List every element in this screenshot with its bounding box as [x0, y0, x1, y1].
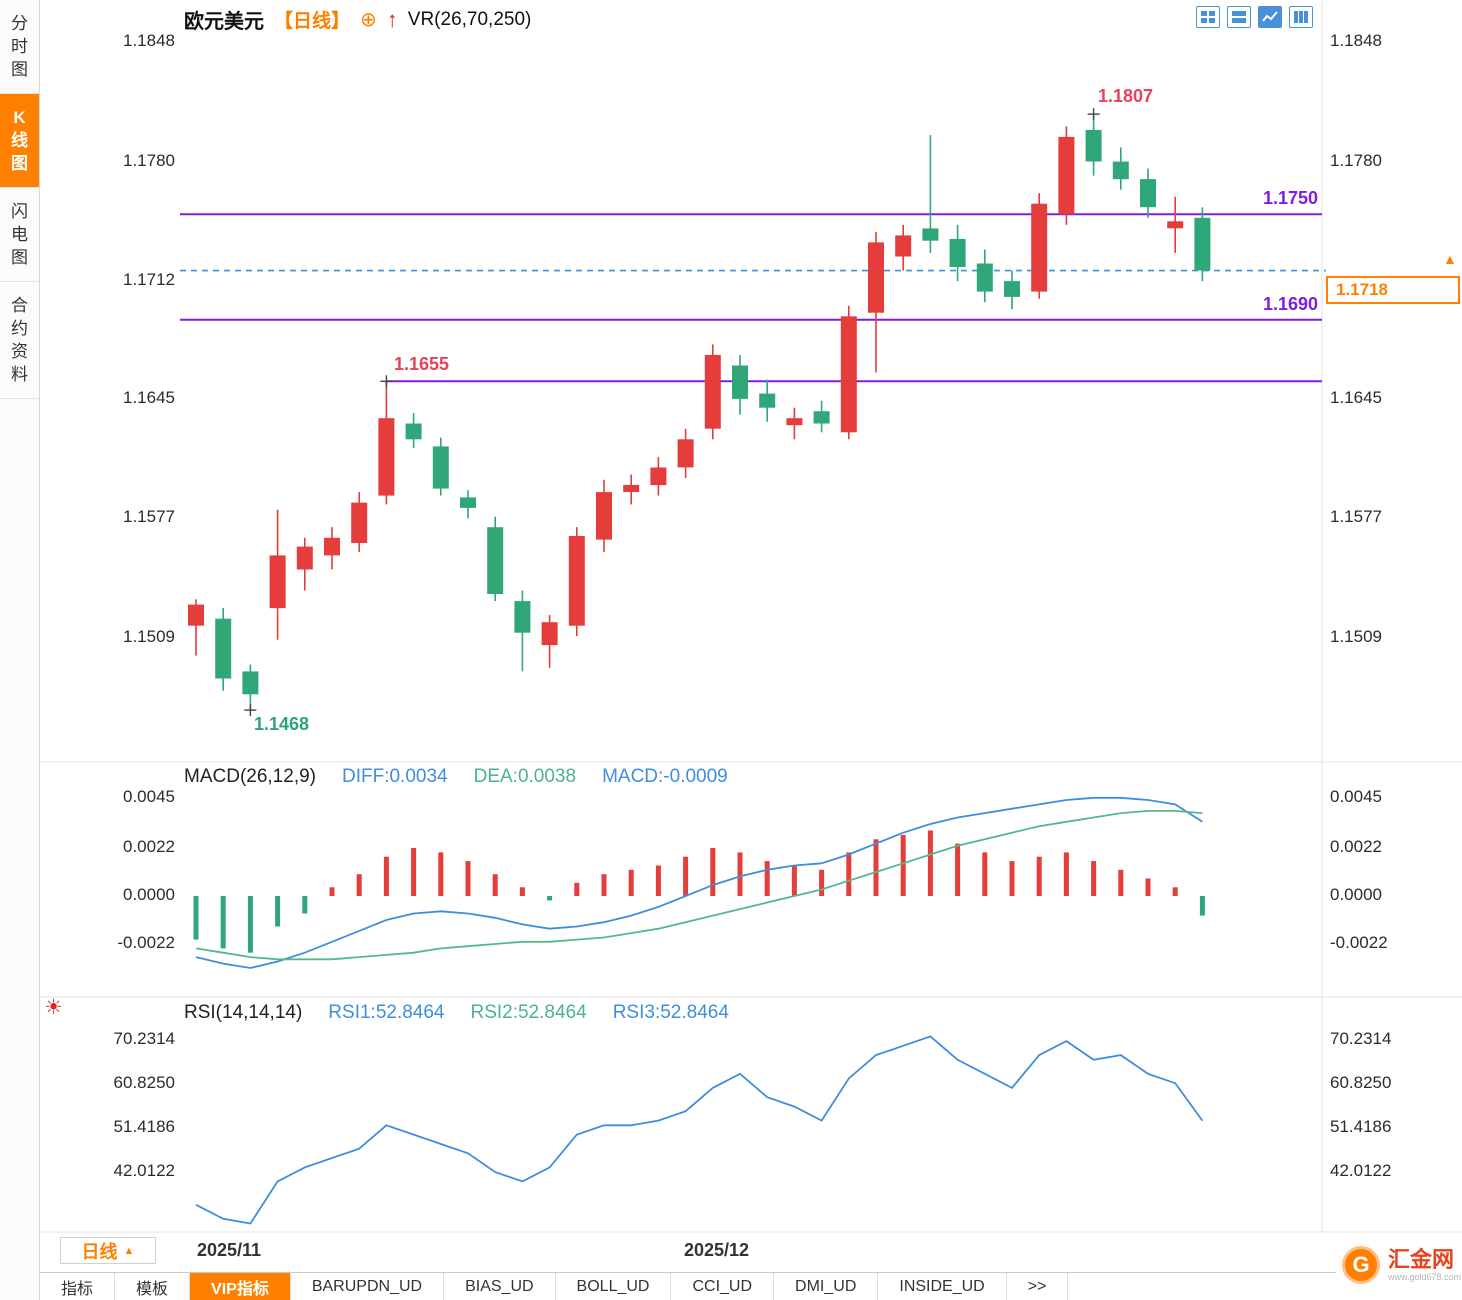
sidebar-tab-kline-chart[interactable]: K线图: [0, 94, 39, 188]
sidebar-tab-label: 合约资料: [11, 296, 28, 384]
sidebar-tab-label: K线图: [11, 108, 28, 173]
layout-grid-icon[interactable]: [1196, 6, 1220, 28]
macd-macd-value: MACD:-0.0009: [602, 766, 728, 787]
left-sidebar: 分时图 K线图 闪电图 合约资料: [0, 0, 40, 1300]
sidebar-tab-label: 分时图: [11, 14, 28, 79]
rsi-header: RSI(14,14,14) RSI1:52.8464 RSI2:52.8464 …: [184, 1002, 729, 1024]
low-price-annotation: 1.1468: [254, 714, 310, 734]
rsi-line: [195, 1035, 1204, 1225]
candles-group: [188, 114, 1211, 711]
tab-vip-indicators[interactable]: VIP指标: [190, 1273, 291, 1300]
rsi-name: RSI(14,14,14): [184, 1002, 303, 1023]
macd-header: MACD(26,12,9) DIFF:0.0034 DEA:0.0038 MAC…: [184, 766, 728, 788]
caret-up-icon: ▲: [123, 1244, 135, 1257]
sidebar-tab-flash-chart[interactable]: 闪电图: [0, 188, 39, 282]
x-axis-label-dec: 2025/12: [684, 1240, 750, 1260]
tab-inside-ud[interactable]: INSIDE_UD: [878, 1273, 1007, 1300]
symbol-name: 欧元美元: [184, 11, 264, 33]
indicator-tab-bar: 指标 模板 VIP指标 BARUPDN_UD BIAS_UD BOLL_UD C…: [40, 1272, 1462, 1300]
layout-columns-icon[interactable]: [1289, 6, 1313, 28]
add-indicator-icon[interactable]: ⊕: [360, 9, 377, 31]
macd-name: MACD(26,12,9): [184, 766, 316, 787]
rsi1-value: RSI1:52.8464: [328, 1002, 445, 1023]
hot-indicator-icon[interactable]: ☀: [44, 996, 63, 1019]
sidebar-tab-label: 闪电图: [11, 202, 28, 267]
support-resistance-lines: [180, 213, 1322, 383]
layout-split-icon[interactable]: [1227, 6, 1251, 28]
sidebar-tab-contract-info[interactable]: 合约资料: [0, 282, 39, 399]
macd-lines: [195, 796, 1203, 969]
period-selector-button[interactable]: 日线 ▲: [60, 1237, 156, 1264]
tab-boll-ud[interactable]: BOLL_UD: [556, 1273, 672, 1300]
indicator-label: VR(26,70,250): [407, 8, 532, 30]
period-label: 【日线】: [274, 11, 351, 32]
tab-dmi-ud[interactable]: DMI_UD: [774, 1273, 879, 1300]
logo-icon: G: [1342, 1246, 1380, 1284]
price-up-arrow-icon: ▲: [1443, 251, 1457, 267]
macd-histogram: [193, 830, 1205, 953]
high-price-annotation: 1.1807: [1098, 86, 1154, 106]
rsi2-value: RSI2:52.8464: [470, 1002, 587, 1023]
logo-text: 汇金网: [1388, 1247, 1455, 1272]
chart-header: 欧元美元 【日线】 ⊕ ↑ VR(26,70,250): [184, 5, 531, 34]
current-price-box: 1.1718: [1326, 276, 1460, 304]
tab-indicators[interactable]: 指标: [40, 1273, 116, 1300]
layout-toolbar: [1196, 6, 1313, 28]
tab-templates[interactable]: 模板: [115, 1273, 191, 1300]
period-selector-label: 日线: [81, 1241, 118, 1262]
tab-barupdn-ud[interactable]: BARUPDN_UD: [291, 1273, 445, 1300]
macd-dea-value: DEA:0.0038: [473, 766, 577, 787]
annotation-cross-marks: [244, 108, 1100, 717]
up-arrow-icon: ↑: [386, 6, 398, 32]
sidebar-tab-time-chart[interactable]: 分时图: [0, 0, 39, 94]
tab-cci-ud[interactable]: CCI_UD: [671, 1273, 775, 1300]
rsi3-value: RSI3:52.8464: [612, 1002, 729, 1023]
site-logo: G 汇金网 www.gold678.com: [1336, 1244, 1462, 1286]
mid-price-annotation: 1.1655: [394, 354, 450, 374]
layout-chart-icon[interactable]: [1258, 6, 1282, 28]
tab-bias-ud[interactable]: BIAS_UD: [444, 1273, 556, 1300]
macd-diff-value: DIFF:0.0034: [342, 766, 448, 787]
logo-url: www.gold678.com: [1388, 1272, 1462, 1282]
tab-more[interactable]: >>: [1007, 1273, 1069, 1300]
x-axis-label-nov: 2025/11: [197, 1240, 262, 1260]
